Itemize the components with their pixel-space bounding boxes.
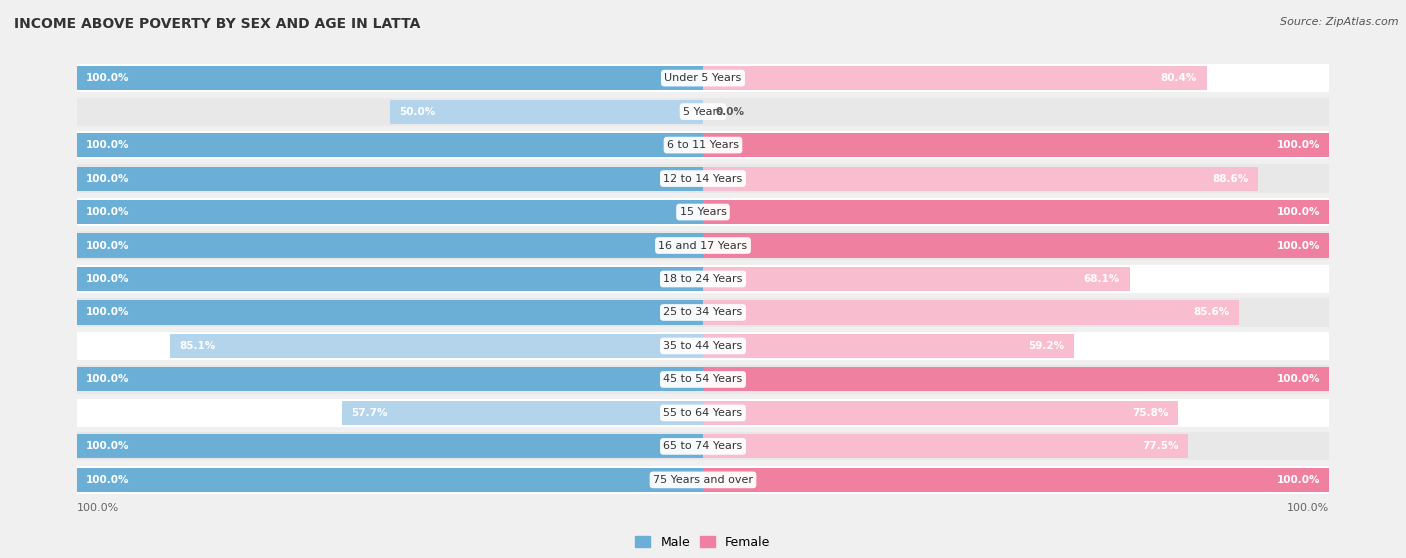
Text: 45 to 54 Years: 45 to 54 Years <box>664 374 742 384</box>
Bar <box>77 432 1329 460</box>
Text: 12 to 14 Years: 12 to 14 Years <box>664 174 742 184</box>
Bar <box>703 200 1329 224</box>
Text: 85.1%: 85.1% <box>180 341 215 351</box>
Text: 16 and 17 Years: 16 and 17 Years <box>658 240 748 251</box>
Text: Source: ZipAtlas.com: Source: ZipAtlas.com <box>1281 17 1399 27</box>
Bar <box>77 233 703 258</box>
Bar <box>703 334 1074 358</box>
Text: 5 Years: 5 Years <box>683 107 723 117</box>
Text: 77.5%: 77.5% <box>1143 441 1180 451</box>
Text: 59.2%: 59.2% <box>1028 341 1064 351</box>
Bar <box>703 367 1329 392</box>
Text: 68.1%: 68.1% <box>1084 274 1121 284</box>
Bar <box>77 332 1329 360</box>
Text: 50.0%: 50.0% <box>399 107 436 117</box>
Text: 100.0%: 100.0% <box>1277 240 1320 251</box>
Bar <box>703 401 1178 425</box>
Bar <box>703 468 1329 492</box>
Bar <box>342 401 703 425</box>
Text: 25 to 34 Years: 25 to 34 Years <box>664 307 742 318</box>
Bar <box>389 99 703 124</box>
Bar <box>77 434 703 459</box>
Bar <box>77 200 703 224</box>
Bar <box>77 367 703 392</box>
Text: 85.6%: 85.6% <box>1194 307 1230 318</box>
Text: 100.0%: 100.0% <box>1277 207 1320 217</box>
Text: 75.8%: 75.8% <box>1132 408 1168 418</box>
Text: 0.0%: 0.0% <box>716 107 745 117</box>
Bar <box>77 165 1329 193</box>
Bar <box>77 131 1329 159</box>
Bar <box>77 133 703 157</box>
Bar <box>703 267 1129 291</box>
Bar <box>703 166 1258 191</box>
Bar <box>77 300 703 325</box>
Bar <box>77 365 1329 393</box>
Bar <box>77 64 1329 92</box>
Text: 100.0%: 100.0% <box>86 441 129 451</box>
Text: 35 to 44 Years: 35 to 44 Years <box>664 341 742 351</box>
Bar <box>703 300 1239 325</box>
Text: 6 to 11 Years: 6 to 11 Years <box>666 140 740 150</box>
Text: 57.7%: 57.7% <box>352 408 388 418</box>
Text: 100.0%: 100.0% <box>86 274 129 284</box>
Bar <box>77 299 1329 326</box>
Bar <box>170 334 703 358</box>
Bar <box>77 399 1329 427</box>
Bar <box>77 98 1329 126</box>
Text: 65 to 74 Years: 65 to 74 Years <box>664 441 742 451</box>
Text: 88.6%: 88.6% <box>1212 174 1249 184</box>
Text: 100.0%: 100.0% <box>1286 503 1329 513</box>
Bar <box>77 466 1329 494</box>
Text: 100.0%: 100.0% <box>86 374 129 384</box>
Text: 100.0%: 100.0% <box>86 207 129 217</box>
Text: 18 to 24 Years: 18 to 24 Years <box>664 274 742 284</box>
Bar <box>77 198 1329 226</box>
Text: Under 5 Years: Under 5 Years <box>665 73 741 83</box>
Bar <box>77 267 703 291</box>
Bar <box>77 66 703 90</box>
Text: 100.0%: 100.0% <box>86 174 129 184</box>
Bar <box>77 232 1329 259</box>
Text: 100.0%: 100.0% <box>1277 140 1320 150</box>
Text: 100.0%: 100.0% <box>77 503 120 513</box>
Text: 15 Years: 15 Years <box>679 207 727 217</box>
Text: 100.0%: 100.0% <box>86 475 129 485</box>
Bar <box>703 233 1329 258</box>
Legend: Male, Female: Male, Female <box>630 531 776 554</box>
Bar <box>77 468 703 492</box>
Bar <box>703 434 1188 459</box>
Bar <box>703 66 1206 90</box>
Bar <box>77 166 703 191</box>
Bar <box>77 265 1329 293</box>
Text: 100.0%: 100.0% <box>1277 374 1320 384</box>
Text: INCOME ABOVE POVERTY BY SEX AND AGE IN LATTA: INCOME ABOVE POVERTY BY SEX AND AGE IN L… <box>14 17 420 31</box>
Bar <box>703 133 1329 157</box>
Text: 100.0%: 100.0% <box>1277 475 1320 485</box>
Text: 100.0%: 100.0% <box>86 240 129 251</box>
Text: 100.0%: 100.0% <box>86 73 129 83</box>
Text: 80.4%: 80.4% <box>1161 73 1197 83</box>
Text: 100.0%: 100.0% <box>86 307 129 318</box>
Text: 55 to 64 Years: 55 to 64 Years <box>664 408 742 418</box>
Text: 100.0%: 100.0% <box>86 140 129 150</box>
Text: 75 Years and over: 75 Years and over <box>652 475 754 485</box>
